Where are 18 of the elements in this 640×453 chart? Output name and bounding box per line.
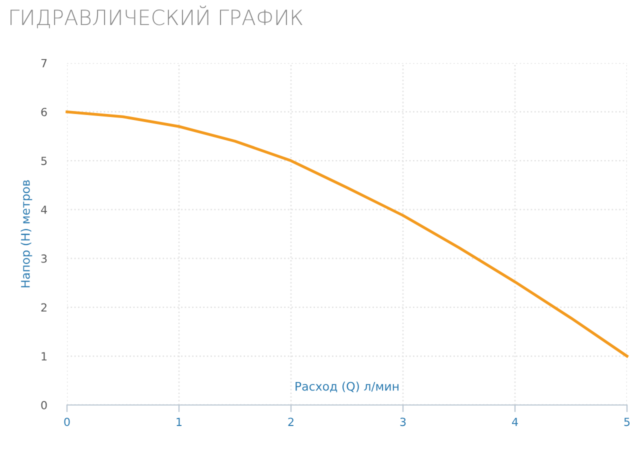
y-tick-label: 0: [41, 400, 47, 410]
x-tick-label: 1: [176, 418, 182, 426]
y-tick-label: 1: [42, 352, 47, 360]
y-tick-label: 6: [41, 108, 47, 116]
y-tick-label: 2: [41, 303, 46, 312]
x-tick-label: 0: [64, 418, 70, 426]
y-tick-label: 4: [41, 206, 47, 214]
x-tick-label: 2: [288, 418, 294, 426]
x-axis-title: Расход (Q) л/мин: [296, 382, 398, 392]
y-tick-label: 5: [41, 156, 47, 166]
y-axis-title: Напор (H) метров: [20, 180, 32, 288]
y-tick-label: 7: [41, 59, 47, 68]
x-tick-label: 4: [512, 418, 518, 426]
chart-title: ГИДРАВЛИЧЕСКИЙ ГРАФИК: [10, 6, 302, 28]
line-series: [66, 110, 628, 358]
x-tick-label: 5: [624, 418, 630, 426]
y-tick-label: 3: [41, 254, 47, 263]
x-tick-label: 3: [400, 418, 406, 426]
